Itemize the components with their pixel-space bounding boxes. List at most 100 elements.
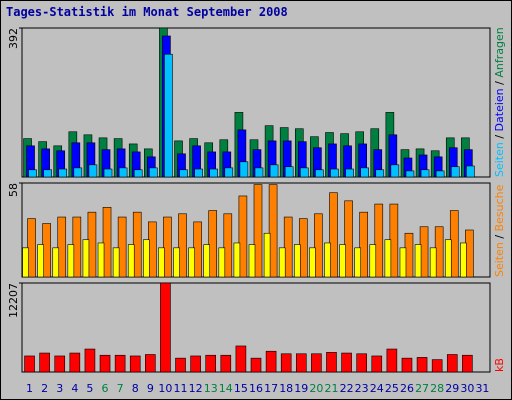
legend: kB [493, 358, 506, 372]
x-tick-label: 10 [158, 382, 172, 395]
x-tick-label: 26 [400, 382, 414, 395]
bar [224, 167, 234, 178]
bar [450, 166, 460, 178]
x-tick-label: 30 [460, 382, 474, 395]
bar [265, 350, 277, 373]
bar [339, 244, 346, 278]
y-tick-label: 58 [7, 183, 20, 197]
bar [58, 168, 68, 178]
bar [341, 352, 352, 373]
bar [209, 168, 219, 178]
bar [205, 354, 217, 373]
bar [263, 232, 271, 278]
x-tick-label: 6 [102, 382, 109, 395]
x-tick-label: 3 [56, 382, 63, 395]
bar [194, 168, 203, 178]
x-tick-label: 23 [355, 382, 369, 395]
bar [315, 169, 324, 178]
bar [220, 354, 232, 373]
x-tick-label: 8 [132, 382, 139, 395]
bar [386, 348, 398, 373]
bar [22, 247, 29, 278]
legend-entry: Anfragen [493, 27, 506, 77]
bar [420, 169, 430, 178]
x-tick-label: 25 [385, 382, 399, 395]
x-tick-label: 20 [309, 382, 323, 395]
bar [278, 247, 286, 278]
bar [188, 247, 195, 278]
bar [405, 170, 415, 178]
bar [429, 247, 437, 278]
bar [164, 53, 173, 178]
x-tick-label: 14 [219, 382, 233, 395]
bar [299, 167, 309, 178]
bar [69, 352, 81, 373]
bar [384, 239, 392, 278]
bar [52, 247, 60, 278]
bar [160, 282, 171, 373]
bar [254, 167, 264, 178]
x-tick-label: 18 [279, 382, 293, 395]
bar [190, 355, 201, 373]
bar [112, 247, 120, 278]
x-tick-label: 29 [445, 382, 459, 395]
legend-separator: / [493, 78, 506, 89]
bar [284, 166, 294, 178]
bar [218, 247, 226, 278]
bar [329, 192, 338, 278]
bar [178, 213, 187, 278]
bar [37, 244, 44, 278]
bar [416, 357, 428, 373]
bar [235, 345, 247, 373]
x-tick-label: 1 [26, 382, 33, 395]
x-tick-label: 2 [41, 382, 48, 395]
bar [344, 200, 353, 278]
bar [118, 167, 128, 178]
bar [114, 354, 126, 373]
x-tick-label: 21 [324, 382, 338, 395]
bar [444, 239, 452, 278]
bar [253, 184, 263, 278]
bar [354, 247, 361, 278]
bar [360, 167, 369, 178]
bar [129, 355, 141, 373]
bar [399, 247, 407, 278]
bar [311, 353, 322, 373]
y-tick-label: 392 [7, 28, 20, 49]
bar [390, 164, 400, 178]
x-tick-label: 12 [189, 382, 203, 395]
bar [39, 352, 50, 373]
bar [375, 169, 385, 178]
legend-entry: Seiten [493, 242, 506, 277]
bar [67, 244, 75, 278]
bar [295, 353, 307, 373]
bar [371, 355, 383, 373]
bar [435, 170, 445, 178]
bar [82, 239, 90, 278]
x-tick-label: 13 [204, 382, 218, 395]
bar [133, 169, 143, 178]
bar [324, 242, 331, 278]
bar [268, 184, 278, 278]
bar [28, 169, 37, 178]
bar [143, 239, 150, 278]
legend-separator: / [493, 131, 506, 142]
bar [446, 354, 458, 373]
bar [179, 169, 188, 178]
bar [283, 216, 293, 278]
bar [326, 352, 337, 373]
bar [73, 167, 83, 178]
bar [330, 168, 339, 178]
x-tick-label: 19 [294, 382, 308, 395]
bar [149, 167, 158, 178]
x-tick-label: 28 [430, 382, 444, 395]
x-tick-label: 27 [415, 382, 429, 395]
bar [24, 355, 35, 373]
legend-separator: / [493, 231, 506, 242]
bar [280, 353, 292, 373]
y-tick-label: 12207 [7, 283, 20, 318]
chart-title: Tages-Statistik im Monat September 2008 [6, 5, 288, 19]
legend-entry: Seiten [493, 142, 506, 177]
legend-entry: Besuche [493, 184, 506, 231]
